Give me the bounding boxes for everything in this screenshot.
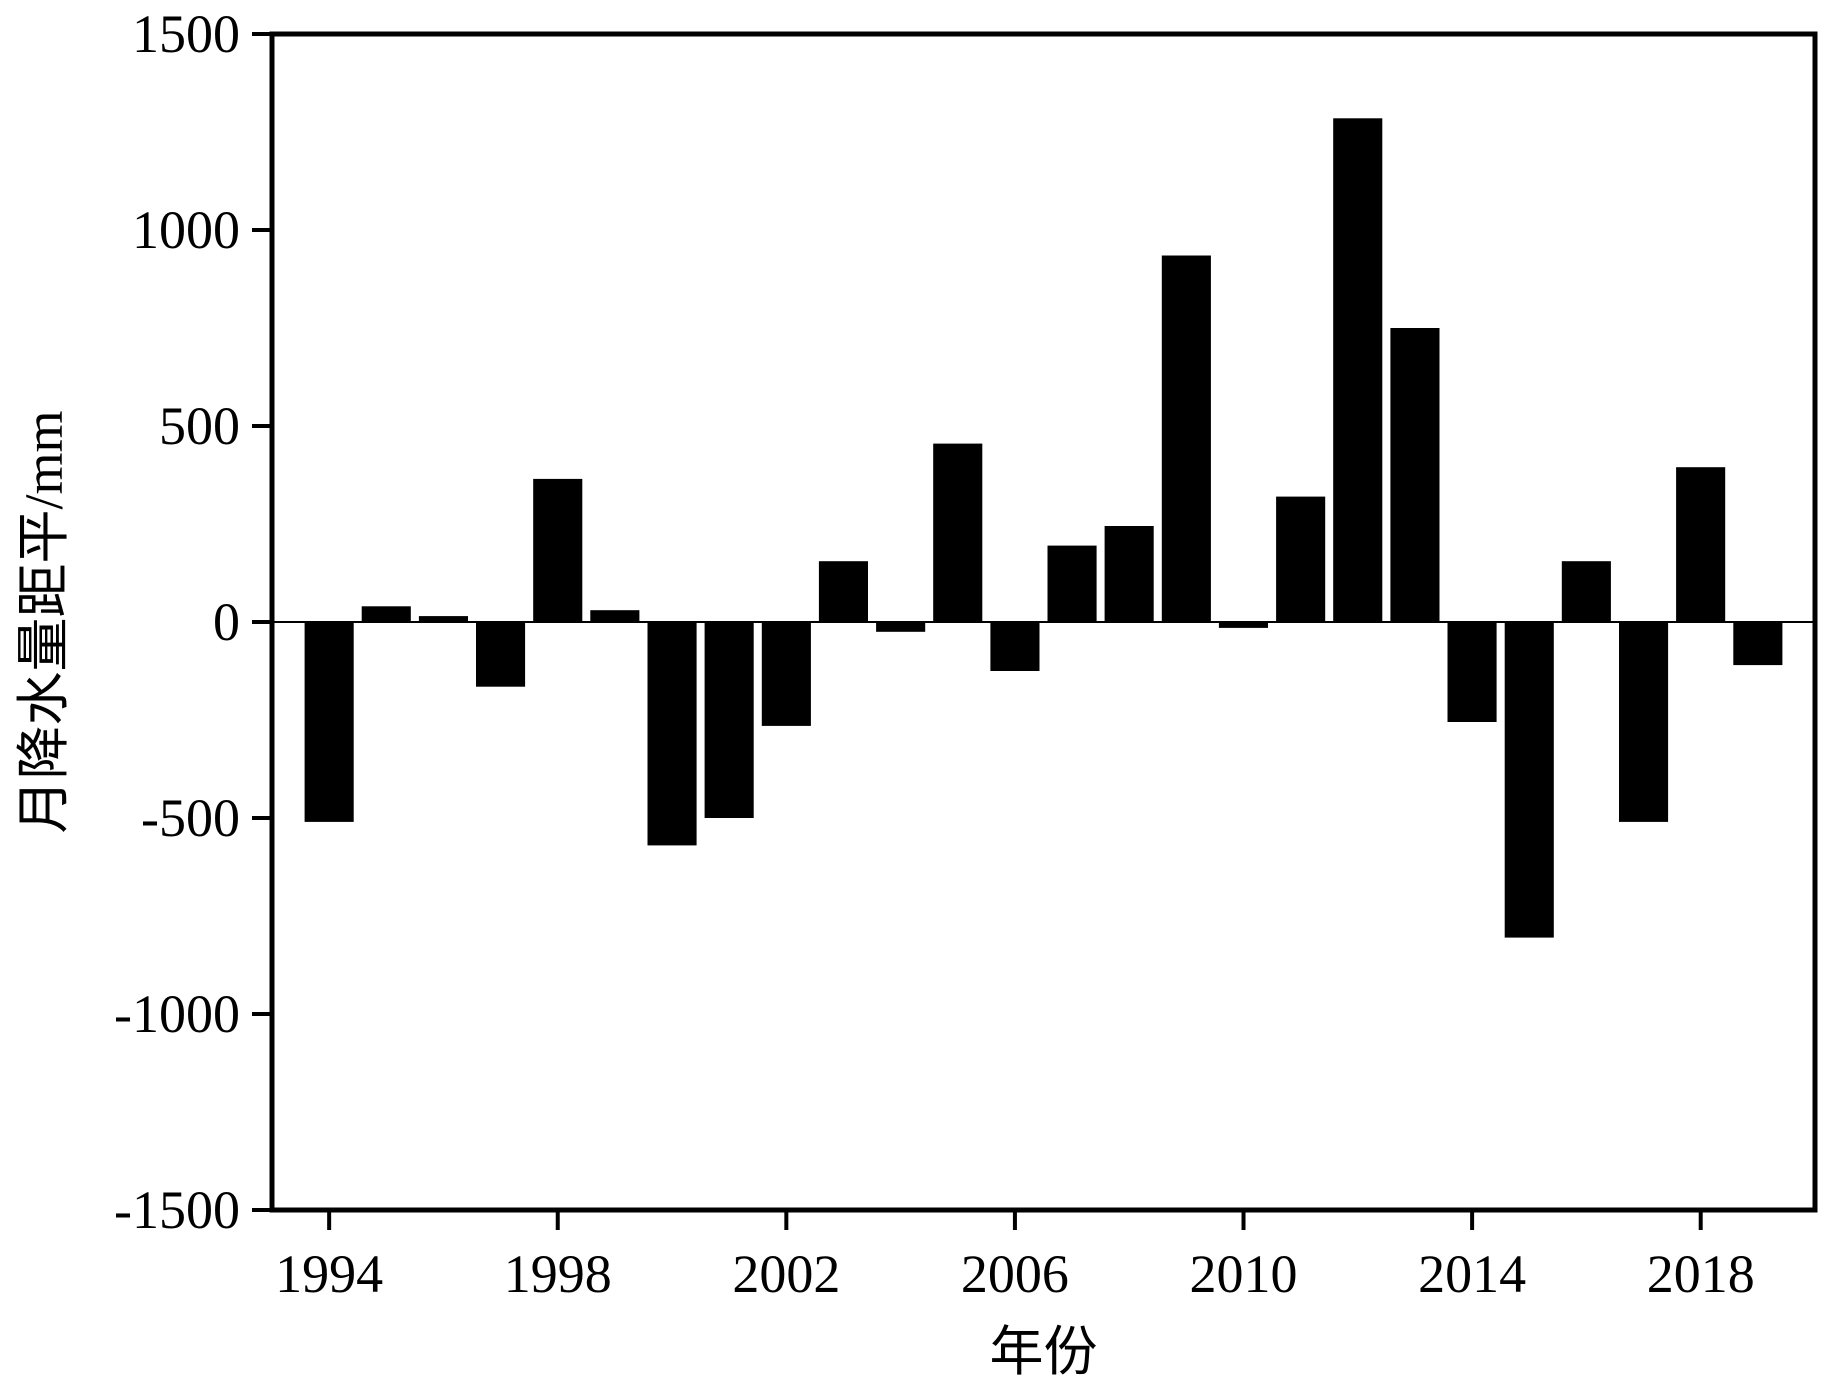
bar-2016 (1561, 561, 1611, 622)
bar-2013 (1390, 328, 1440, 622)
x-tick-label: 1998 (504, 1244, 612, 1304)
x-tick-label: 2002 (732, 1244, 840, 1304)
bar-2000 (647, 622, 697, 846)
bar-2014 (1447, 622, 1497, 722)
y-tick-label: -1000 (114, 984, 240, 1044)
bar-2008 (1104, 526, 1154, 622)
y-tick-label: 1000 (132, 200, 240, 260)
bar-2017 (1619, 622, 1669, 822)
y-tick-label: 0 (213, 592, 240, 652)
bar-2010 (1218, 622, 1268, 628)
bar-2002 (761, 622, 811, 726)
bar-2015 (1504, 622, 1554, 938)
x-tick-label: 1994 (275, 1244, 383, 1304)
bar-2007 (1047, 545, 1097, 622)
bar-2009 (1161, 255, 1211, 622)
bar-1997 (476, 622, 526, 687)
y-tick-label: 500 (159, 396, 240, 456)
y-tick-label: -500 (141, 788, 240, 848)
bar-2001 (704, 622, 754, 818)
bars-layer (304, 118, 1783, 938)
bar-2012 (1333, 118, 1383, 623)
x-tick-label: 2018 (1647, 1244, 1755, 1304)
y-tick-label: 1500 (132, 4, 240, 64)
bar-1995 (361, 606, 411, 622)
bar-1998 (533, 478, 583, 622)
y-axis: -1500 -1000 -500 0 500 1000 1500 (114, 4, 272, 1240)
bar-2011 (1276, 496, 1326, 622)
bar-2018 (1676, 467, 1726, 622)
bar-2005 (933, 443, 983, 622)
x-axis: 1994 1998 2002 2006 2010 2014 2018 (275, 1210, 1755, 1304)
bar-1996 (418, 616, 468, 622)
y-tick-label: -1500 (114, 1180, 240, 1240)
x-tick-label: 2014 (1418, 1244, 1526, 1304)
x-tick-label: 2010 (1190, 1244, 1298, 1304)
bar-1999 (590, 610, 640, 622)
x-axis-title: 年份 (990, 1322, 1098, 1382)
bar-2019 (1733, 622, 1783, 666)
x-tick-label: 2006 (961, 1244, 1069, 1304)
bar-2006 (990, 622, 1040, 671)
bar-2003 (818, 561, 868, 622)
y-axis-title: 月降水量距平/mm (14, 410, 74, 833)
bar-2004 (876, 622, 926, 632)
bar-1994 (304, 622, 354, 822)
